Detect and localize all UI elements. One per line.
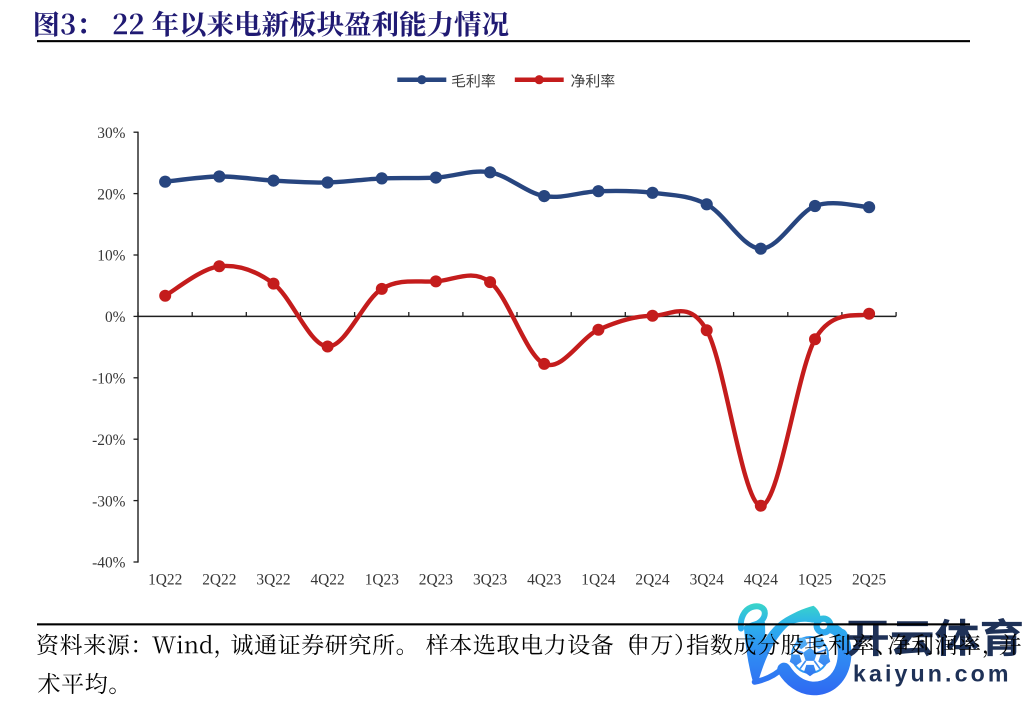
svg-text:-10%: -10% — [92, 371, 126, 388]
svg-text:3Q24: 3Q24 — [690, 571, 725, 588]
svg-text:-40%: -40% — [92, 555, 126, 572]
svg-text:2Q23: 2Q23 — [419, 571, 454, 588]
svg-text:3Q22: 3Q22 — [256, 571, 290, 588]
svg-text:4Q23: 4Q23 — [527, 571, 562, 588]
svg-text:30%: 30% — [97, 125, 125, 142]
svg-text:-30%: -30% — [92, 493, 126, 510]
svg-text:kaiyun.com: kaiyun.com — [853, 661, 1012, 687]
svg-text:1Q23: 1Q23 — [365, 571, 400, 588]
svg-text:1Q22: 1Q22 — [148, 571, 182, 588]
svg-text:20%: 20% — [97, 186, 125, 203]
svg-text:10%: 10% — [97, 248, 125, 265]
svg-text:2Q22: 2Q22 — [202, 571, 236, 588]
svg-text:0%: 0% — [105, 309, 126, 326]
svg-text:1Q24: 1Q24 — [581, 571, 616, 588]
svg-text:4Q22: 4Q22 — [310, 571, 344, 588]
svg-text:3Q23: 3Q23 — [473, 571, 508, 588]
svg-text:2Q25: 2Q25 — [852, 571, 887, 588]
svg-text:4Q24: 4Q24 — [744, 571, 779, 588]
svg-text:2Q24: 2Q24 — [635, 571, 670, 588]
svg-text:1Q25: 1Q25 — [798, 571, 833, 588]
svg-text:-20%: -20% — [92, 432, 126, 449]
